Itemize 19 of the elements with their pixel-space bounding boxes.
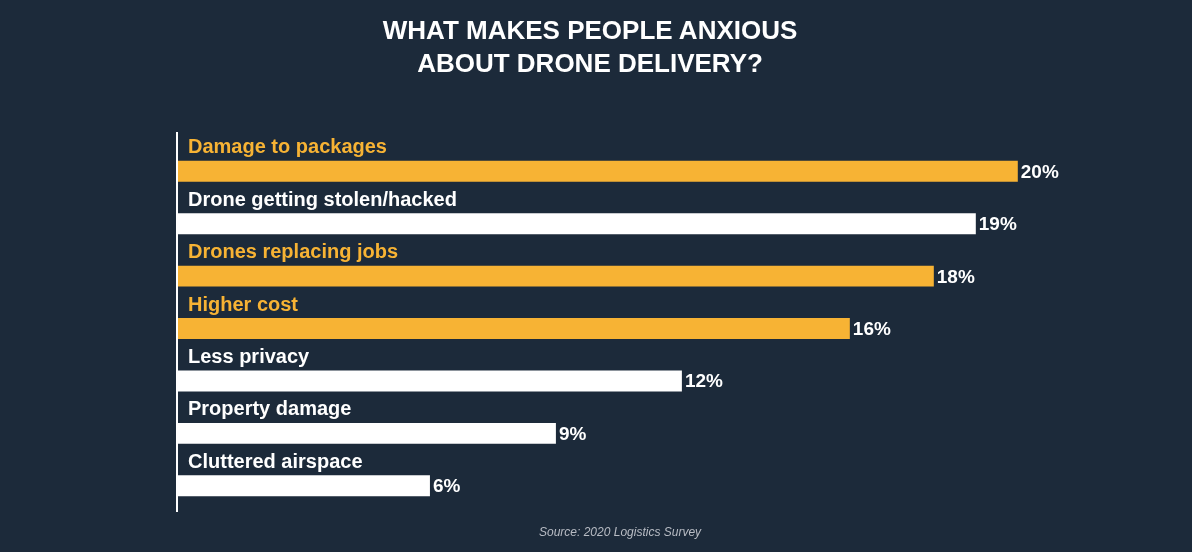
bar (178, 160, 1018, 182)
data-label: 16% (852, 318, 891, 340)
bar (178, 265, 934, 287)
data-label: 20% (1020, 160, 1059, 182)
y-tick-label: Less privacy (188, 345, 311, 367)
data-label: 18% (936, 265, 975, 287)
data-label: 19% (978, 213, 1017, 235)
data-label: 12% (684, 370, 723, 392)
y-tick-label: Higher cost (188, 293, 299, 315)
y-tick-label: Damage to packages (188, 135, 387, 157)
y-tick-label: Property damage (188, 397, 352, 419)
y-tick-label: Drones replacing jobs (188, 240, 399, 262)
y-tick-label: Drone getting stolen/hacked (188, 188, 457, 210)
source-note: Source: 2020 Logistics Survey (539, 525, 703, 539)
y-tick-label: Cluttered airspace (188, 450, 363, 472)
data-label: 6% (432, 475, 461, 497)
data-label: 9% (558, 422, 587, 444)
bar (178, 318, 850, 340)
chart-title: WHAT MAKES PEOPLE ANXIOUS ABOUT DRONE DELIVERY? (382, 14, 798, 79)
